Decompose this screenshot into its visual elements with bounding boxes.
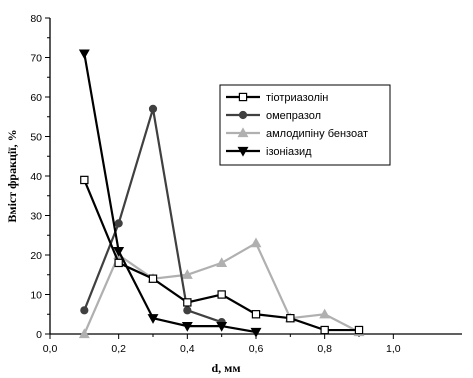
legend-label: тіотриазолін: [266, 92, 328, 104]
series-0: [80, 175, 364, 335]
y-tick-label: 30: [30, 211, 42, 223]
series-line: [83, 108, 223, 324]
data-point: [183, 298, 192, 307]
data-point: [78, 328, 90, 339]
series-layer: [78, 49, 365, 339]
data-point: [148, 104, 158, 113]
y-tick-label: 60: [30, 92, 42, 104]
series-line: [83, 53, 257, 334]
data-point: [181, 322, 193, 332]
data-point: [237, 127, 249, 138]
y-tick-label: 50: [30, 132, 42, 144]
data-point: [113, 246, 125, 257]
data-point: [319, 308, 331, 319]
legend-item: ізоніазид: [226, 146, 312, 158]
x-tick-label: 0,4: [180, 343, 195, 355]
y-tick-label: 40: [30, 171, 42, 183]
series-3: [78, 49, 262, 338]
legend-label: ізоніазид: [266, 146, 312, 158]
data-point: [250, 327, 262, 338]
data-point: [114, 258, 123, 268]
legend-item: амлодипіну бензоат: [226, 127, 368, 140]
x-tick-label: 0,8: [317, 343, 332, 355]
y-tick-label: 10: [30, 290, 42, 302]
data-point: [183, 306, 192, 315]
data-point: [80, 175, 89, 185]
data-point: [237, 146, 249, 157]
y-tick-label: 80: [30, 13, 42, 25]
data-point: [80, 306, 89, 315]
data-point: [250, 237, 262, 248]
legend-label: амлодипіну бензоат: [266, 128, 368, 140]
data-point: [147, 314, 159, 324]
legend-item: тіотриазолін: [226, 92, 328, 104]
legend: тіотриазолін омепразол амлодипіну бензоат і…: [219, 84, 391, 166]
y-tick-label: 20: [30, 250, 42, 262]
data-point: [251, 310, 261, 319]
data-point: [114, 219, 123, 228]
data-point: [78, 49, 90, 60]
data-point: [238, 110, 248, 120]
y-tick-label: 0: [36, 329, 42, 341]
x-axis-title: d, мм: [211, 361, 240, 375]
data-point: [320, 325, 329, 335]
x-tick-label: 0,6: [249, 343, 264, 355]
y-axis-title: Вміст фракції, %: [5, 129, 19, 222]
x-tick-label: 0,2: [111, 343, 126, 355]
data-point: [286, 314, 295, 323]
data-point: [216, 322, 228, 332]
data-point: [238, 92, 248, 102]
data-point: [181, 269, 193, 279]
axes: 0,0 0,2 0,4 0,6 0,8 1,0 0 10 20 30 40 50 60 70 80: [30, 13, 462, 355]
x-tick-label: 1,0: [386, 343, 401, 355]
data-point: [216, 257, 228, 267]
data-point: [217, 290, 226, 299]
x-tick-label: 0,0: [43, 343, 58, 355]
series-1: [80, 104, 226, 327]
y-tick-label: 70: [30, 53, 42, 65]
data-point: [354, 325, 364, 335]
data-point: [148, 274, 158, 283]
legend-item: омепразол: [226, 110, 321, 122]
legend-label: омепразол: [266, 110, 321, 122]
